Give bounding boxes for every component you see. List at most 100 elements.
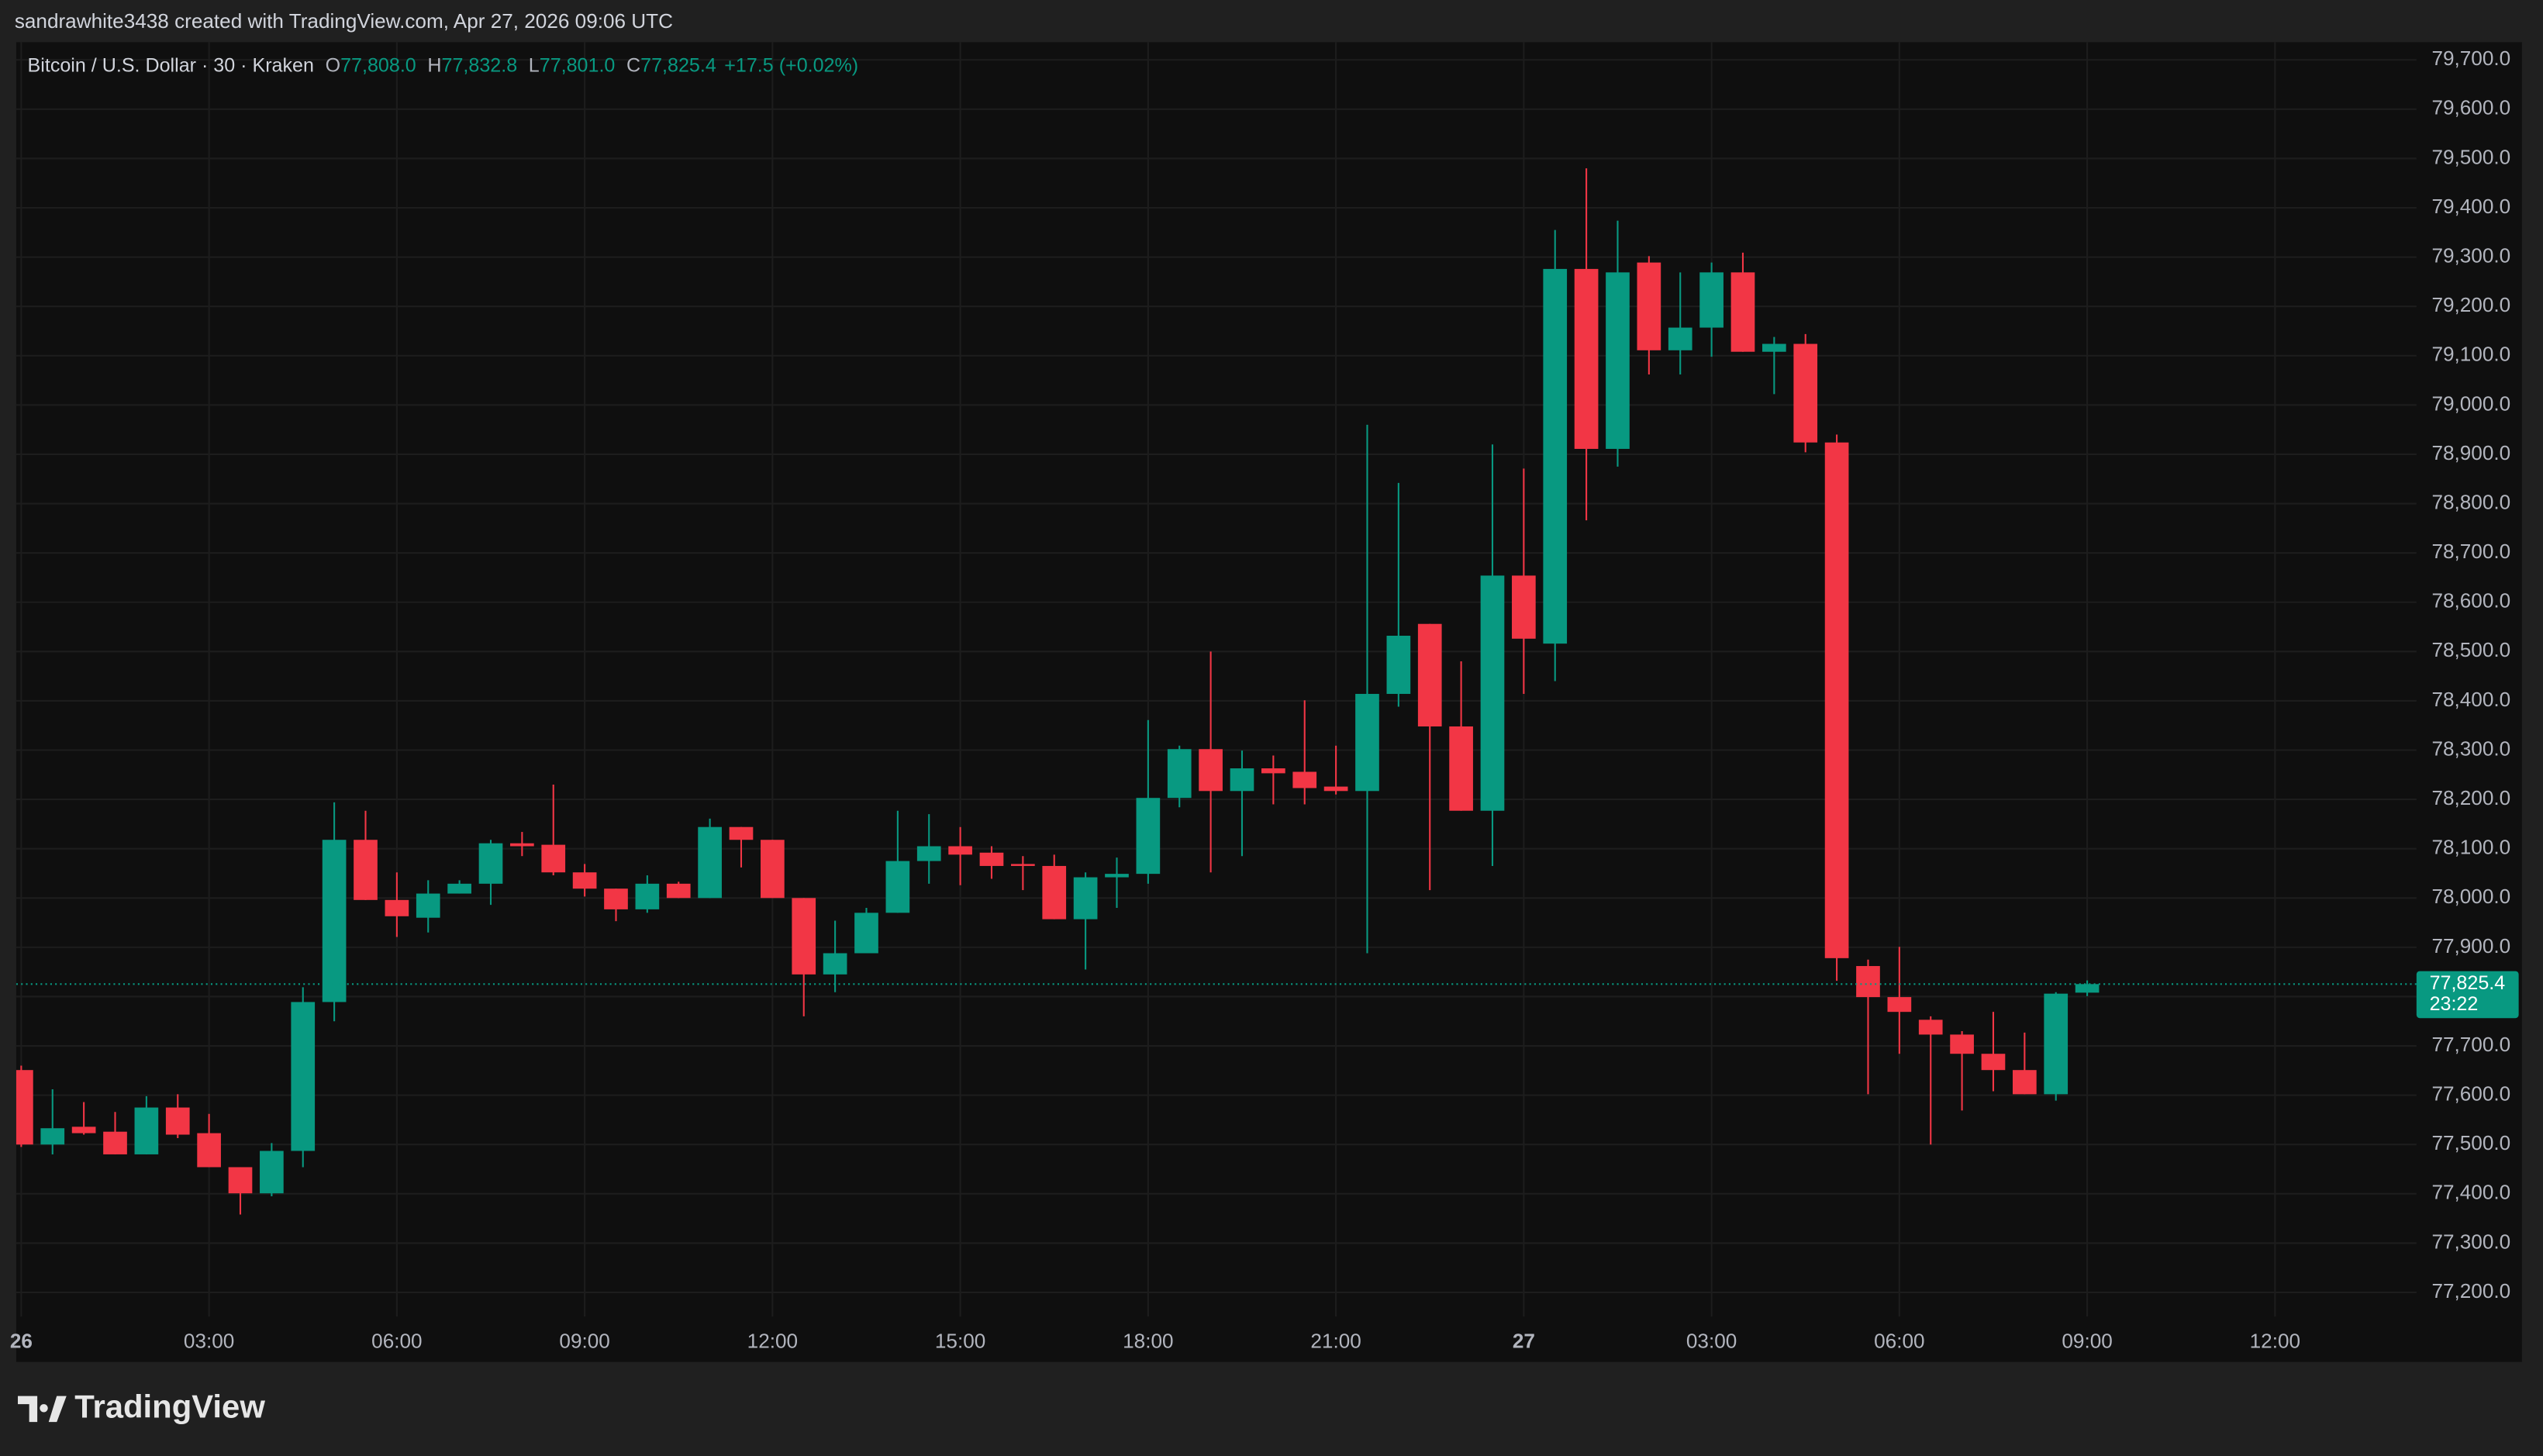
- candle-body: [1824, 442, 1849, 958]
- candle-body: [1449, 726, 1473, 811]
- x-tick-label: 26: [10, 1330, 33, 1353]
- candle-body: [1918, 1020, 1943, 1035]
- y-tick-label: 78,200.0: [2431, 786, 2510, 809]
- x-tick-label: 12:00: [747, 1330, 798, 1353]
- candle-body: [134, 1107, 159, 1154]
- y-tick-label: 78,700.0: [2431, 540, 2510, 563]
- candle-body: [666, 883, 691, 899]
- candle-body: [478, 843, 503, 884]
- legend: Bitcoin / U.S. Dollar · 30 · Kraken O 77,8…: [28, 54, 859, 76]
- y-tick-label: 78,100.0: [2431, 836, 2510, 859]
- candle-body: [572, 872, 597, 889]
- candle-body: [165, 1107, 190, 1135]
- y-tick-label: 78,000.0: [2431, 885, 2510, 908]
- plot: [16, 168, 2100, 1215]
- candle-body: [1167, 749, 1192, 799]
- y-tick-label: 77,900.0: [2431, 934, 2510, 957]
- ohlc-key: O: [326, 54, 341, 76]
- attribution: sandrawhite3438 created with TradingView…: [15, 9, 673, 33]
- ohlc-key: L: [529, 54, 540, 76]
- y-tick-label: 79,100.0: [2431, 343, 2510, 366]
- x-tick-label: 15:00: [935, 1330, 985, 1353]
- candle-body: [698, 826, 722, 899]
- candle-body: [1386, 635, 1411, 695]
- candle-body: [979, 852, 1004, 866]
- candle-body: [1480, 575, 1505, 811]
- last-price-label: 77,825.4: [2430, 972, 2506, 994]
- y-tick-label: 79,300.0: [2431, 244, 2510, 267]
- y-tick-label: 77,600.0: [2431, 1082, 2510, 1106]
- ohlc-key: C: [626, 54, 640, 76]
- brand-logo: TradingView: [18, 1388, 265, 1424]
- y-tick-label: 77,200.0: [2431, 1279, 2510, 1302]
- candle-body: [1261, 768, 1285, 774]
- candle-body: [40, 1128, 65, 1145]
- y-tick-label: 77,500.0: [2431, 1131, 2510, 1154]
- candle-body: [635, 883, 660, 909]
- candle-body: [1574, 268, 1599, 449]
- candle-body: [729, 826, 754, 840]
- candle-body: [854, 913, 878, 954]
- y-tick-label: 79,400.0: [2431, 195, 2510, 218]
- x-tick-label: 03:00: [184, 1330, 234, 1353]
- candle-body: [1668, 327, 1692, 350]
- y-tick-label: 79,600.0: [2431, 96, 2510, 119]
- candle-body: [1950, 1034, 1974, 1054]
- candle-body: [1512, 575, 1536, 639]
- y-tick-label: 78,800.0: [2431, 490, 2510, 513]
- y-tick-label: 77,300.0: [2431, 1230, 2510, 1253]
- ohlc-value: 77,832.8: [442, 54, 518, 76]
- candle-body: [1699, 272, 1724, 328]
- candle-body: [1199, 749, 1223, 792]
- candle-body: [228, 1167, 253, 1194]
- x-tick-label: 27: [1513, 1330, 1535, 1353]
- y-tick-label: 78,900.0: [2431, 441, 2510, 464]
- candle-body: [1637, 262, 1661, 350]
- candle-body: [1292, 771, 1317, 788]
- candle-body: [416, 893, 440, 918]
- candle-body: [510, 843, 534, 847]
- x-tick-label: 18:00: [1123, 1330, 1173, 1353]
- candle-body: [385, 899, 409, 916]
- candle-body: [1355, 694, 1379, 792]
- candle-body: [1606, 272, 1630, 449]
- x-tick-label: 12:00: [2250, 1330, 2300, 1353]
- candle-body: [604, 888, 628, 909]
- candle-body: [916, 846, 941, 861]
- candle-body: [1762, 343, 1786, 352]
- chart-area: [16, 42, 2522, 1362]
- y-tick-label: 79,000.0: [2431, 392, 2510, 415]
- candle-body: [2013, 1070, 2037, 1095]
- candle-body: [2044, 993, 2069, 1095]
- x-tick-label: 03:00: [1686, 1330, 1737, 1353]
- x-tick-label: 21:00: [1310, 1330, 1361, 1353]
- candle-body: [322, 840, 347, 1002]
- candle-body: [1981, 1054, 2006, 1071]
- candle-body: [792, 898, 816, 975]
- candle-body: [885, 861, 910, 913]
- x-tick-label: 06:00: [1874, 1330, 1924, 1353]
- candle-body: [197, 1133, 221, 1168]
- y-tick-label: 77,400.0: [2431, 1181, 2510, 1204]
- y-tick-label: 79,500.0: [2431, 145, 2510, 168]
- y-tick-label: 78,600.0: [2431, 589, 2510, 612]
- x-tick-label: 09:00: [559, 1330, 609, 1353]
- y-tick-label: 78,300.0: [2431, 737, 2510, 760]
- y-tick-label: 77,700.0: [2431, 1033, 2510, 1056]
- candle-body: [541, 844, 566, 873]
- symbol-title: Bitcoin / U.S. Dollar · 30 · Kraken: [28, 54, 314, 76]
- candle-body: [354, 840, 378, 900]
- candle-body: [1011, 864, 1035, 866]
- y-tick-label: 79,200.0: [2431, 293, 2510, 316]
- candle-body: [1073, 877, 1098, 919]
- candle-body: [103, 1131, 127, 1154]
- candle-body: [260, 1151, 284, 1194]
- candle-body: [2075, 984, 2100, 993]
- candle-body: [1230, 768, 1254, 792]
- candle-body: [1887, 997, 1912, 1013]
- ohlc-key: H: [427, 54, 441, 76]
- candle-body: [447, 883, 471, 894]
- candle-body: [16, 1070, 33, 1145]
